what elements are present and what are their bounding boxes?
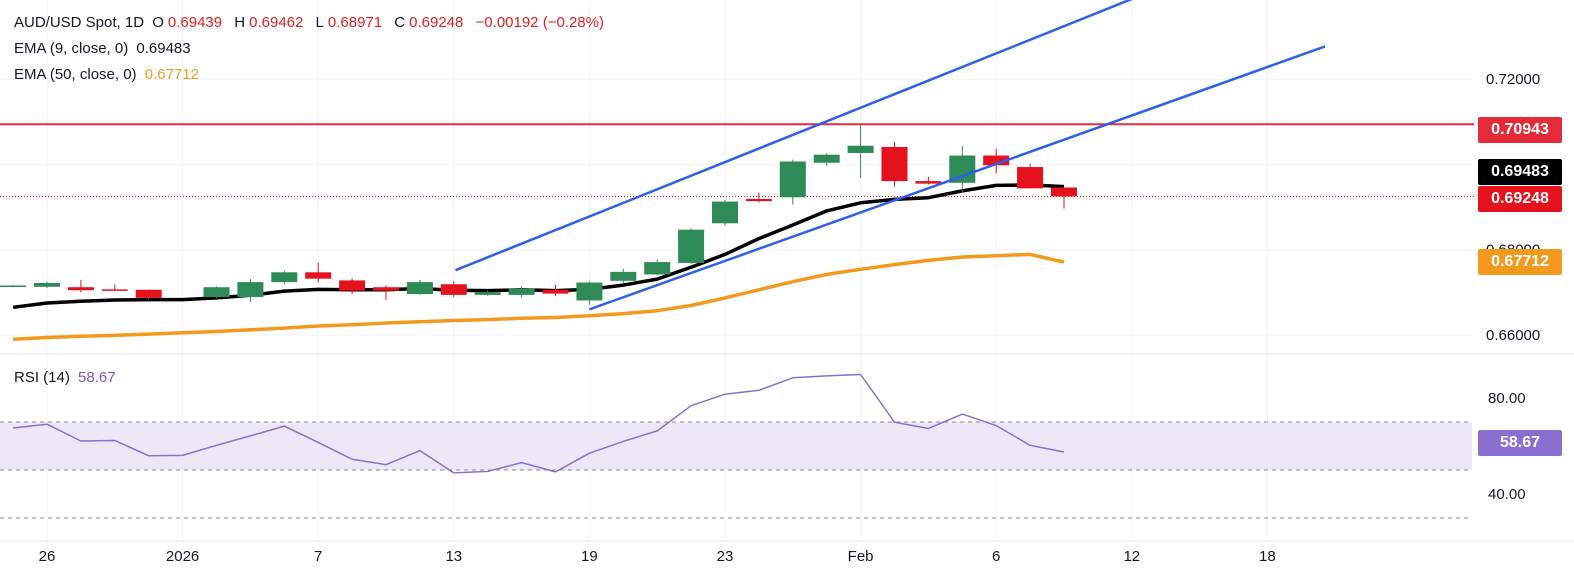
time-tick-label: 23 (717, 548, 734, 565)
ohlc-legend: AUD/USD Spot, 1D O 0.69439 H 0.69462 L 0.68… (14, 14, 608, 31)
candle-down (339, 280, 366, 291)
candle-up (203, 287, 230, 298)
candle-down (305, 272, 332, 279)
candle-down (67, 287, 94, 291)
candle-up (678, 229, 705, 263)
candle-up (712, 201, 738, 224)
candle-up (576, 282, 603, 301)
candle-down (915, 181, 942, 184)
candle-up (34, 282, 60, 287)
channel-lower-line (588, 45, 1326, 311)
rsi-tick-label: 40.00 (1488, 486, 1526, 503)
time-tick-label: 18 (1259, 548, 1276, 565)
candle-up (847, 145, 874, 153)
ema9-line (12, 183, 1065, 310)
rsi-tick-label: 80.00 (1488, 390, 1526, 407)
price-tick-label: 0.74000 (1486, 0, 1540, 3)
rsi-legend: RSI (14) 58.67 (14, 369, 120, 386)
candle-up (0, 285, 27, 288)
close-value: C 0.69248 (394, 14, 464, 31)
high-value: H 0.69462 (234, 14, 304, 31)
ema9-label: EMA (9, close, 0) (14, 40, 129, 57)
price-tick-label: 0.72000 (1486, 71, 1540, 88)
candle-up (779, 161, 806, 198)
rsi-band (0, 422, 1472, 470)
time-tick-label: Feb (848, 548, 874, 565)
candle-down (881, 147, 908, 182)
low-value: L 0.68971 (315, 14, 383, 31)
channel-upper-line (455, 0, 1133, 272)
candle-down (1017, 167, 1044, 189)
candle-down (745, 198, 772, 202)
candle-down (983, 155, 1010, 166)
time-tick-label: 2026 (166, 548, 199, 565)
time-tick-label: 6 (992, 548, 1000, 565)
ema50-price-tag: 0.67712 (1478, 249, 1562, 275)
time-tick-label: 7 (314, 548, 322, 565)
candle-up (474, 292, 501, 295)
ema9-legend: EMA (9, close, 0) 0.69483 (14, 40, 195, 57)
change-value: −0.00192 (−0.28%) (475, 14, 604, 31)
symbol-label: AUD/USD Spot, 1D (14, 14, 145, 31)
price-tick-label: 0.66000 (1486, 327, 1540, 344)
ema9-price-tag: 0.69483 (1478, 159, 1562, 185)
ema50-label: EMA (50, close, 0) (14, 66, 137, 83)
resistance-price-tag: 0.70943 (1478, 117, 1562, 143)
candle-up (644, 262, 671, 275)
time-tick-label: 26 (39, 548, 56, 565)
rsi-label: RSI (14) (14, 369, 70, 386)
rsi-line (13, 373, 1065, 474)
time-tick-label: 12 (1123, 548, 1140, 565)
ema9-value: 0.69483 (136, 40, 191, 57)
time-tick-label: 19 (581, 548, 598, 565)
candle-down (440, 284, 467, 295)
close-price-tag: 0.69248 (1478, 186, 1562, 212)
candle-down (1051, 187, 1077, 197)
open-value: O 0.69439 (152, 14, 223, 31)
candle-up (813, 154, 840, 163)
candle-up (406, 282, 433, 295)
ema50-line (13, 252, 1065, 341)
rsi-legend-value: 58.67 (78, 369, 116, 386)
ema50-legend: EMA (50, close, 0) 0.67712 (14, 66, 203, 83)
candle-down (542, 289, 569, 294)
ema50-value: 0.67712 (144, 66, 199, 83)
candle-up (271, 272, 298, 283)
candle-down (135, 289, 162, 298)
candle-down (373, 287, 399, 291)
candle-down (101, 289, 128, 291)
rsi-value-tag: 58.67 (1478, 430, 1562, 456)
candle-up (508, 288, 535, 295)
candle-up (237, 282, 264, 298)
candle-up (610, 271, 637, 281)
time-tick-label: 13 (445, 548, 462, 565)
